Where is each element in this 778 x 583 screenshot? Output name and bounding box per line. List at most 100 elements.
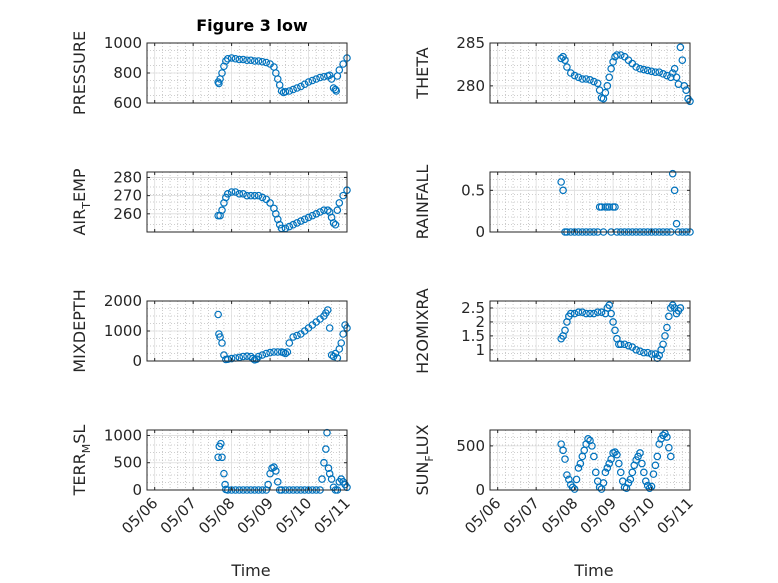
y-axis-label: THETA xyxy=(413,47,432,99)
data-point xyxy=(601,468,610,477)
y-tick-label: 2000 xyxy=(104,292,142,310)
data-point xyxy=(270,463,278,471)
data-point xyxy=(215,79,223,88)
data-point xyxy=(678,56,687,64)
data-point xyxy=(258,57,267,66)
data-point xyxy=(659,70,667,78)
data-point xyxy=(337,339,346,347)
data-point xyxy=(638,459,646,468)
chart-panel-rainfall: 0 0.5 RAINFALL xyxy=(413,165,694,241)
data-point xyxy=(320,458,328,467)
data-point xyxy=(557,178,565,186)
data-point xyxy=(557,440,565,448)
data-point xyxy=(262,58,271,67)
x-tick-label: 05/06 xyxy=(461,494,504,537)
x-tick-label: 05/09 xyxy=(234,494,277,537)
data-point xyxy=(636,347,644,356)
data-point xyxy=(649,470,658,478)
data-point xyxy=(218,453,226,462)
chart-panel-h2omixra: 11.522.5 H2OMIXRA xyxy=(413,288,691,374)
data-point xyxy=(659,431,667,440)
data-point xyxy=(258,193,267,202)
y-axis-label: H2OMIXRA xyxy=(413,288,432,374)
data-point xyxy=(670,186,679,195)
data-point xyxy=(235,190,244,198)
data-point xyxy=(289,333,297,341)
data-point xyxy=(666,73,675,82)
data-point xyxy=(607,64,615,73)
data-point xyxy=(574,308,583,316)
data-point xyxy=(651,350,660,358)
axes-box xyxy=(146,171,348,233)
data-point xyxy=(247,191,255,200)
data-point xyxy=(572,475,581,484)
data-point xyxy=(285,87,294,95)
data-point xyxy=(220,351,228,359)
data-point xyxy=(640,348,648,357)
data-point xyxy=(682,86,690,94)
chart-panel-theta: 280 285 THETA xyxy=(413,34,694,106)
y-tick-label: 2.5 xyxy=(461,299,485,317)
data-point xyxy=(566,309,575,318)
data-point xyxy=(636,449,644,457)
data-point xyxy=(568,483,577,492)
y-tick-label: 280 xyxy=(113,168,142,186)
data-point xyxy=(561,455,569,463)
data-point xyxy=(218,339,226,347)
data-point xyxy=(293,331,301,340)
data-point xyxy=(331,349,340,358)
data-point xyxy=(632,63,640,71)
data-point xyxy=(643,348,652,357)
data-point xyxy=(331,220,340,229)
data-point xyxy=(668,69,677,77)
data-point xyxy=(582,75,590,83)
data-point xyxy=(659,340,667,349)
data-point xyxy=(611,326,619,335)
data-point xyxy=(663,433,671,441)
y-axis-label: MIXDEPTH xyxy=(70,289,89,372)
data-point xyxy=(250,191,259,200)
data-point xyxy=(597,203,606,211)
data-point xyxy=(580,446,589,455)
data-point xyxy=(273,478,282,486)
data-point xyxy=(663,323,671,332)
data-point xyxy=(227,354,236,363)
data-point xyxy=(231,54,240,63)
data-point xyxy=(217,439,225,448)
x-tick-label: 05/09 xyxy=(577,494,620,537)
data-point xyxy=(254,191,263,200)
data-point xyxy=(586,76,594,84)
x-tick-label: 05/10 xyxy=(615,494,658,537)
y-tick-label: 1.5 xyxy=(461,327,485,345)
data-point xyxy=(285,222,294,231)
data-point xyxy=(582,309,590,318)
y-tick-label: 270 xyxy=(113,187,142,205)
data-point xyxy=(590,452,598,461)
data-point xyxy=(312,210,321,218)
data-point xyxy=(651,461,660,470)
data-point xyxy=(647,350,656,358)
data-point xyxy=(281,87,290,96)
data-point xyxy=(283,348,292,356)
data-point xyxy=(584,435,592,443)
data-point xyxy=(304,213,313,222)
data-point xyxy=(300,80,309,89)
data-point xyxy=(339,60,347,68)
y-axis-label: SUNFLUX xyxy=(413,424,436,495)
y-axis-label: AIRTEMP xyxy=(70,168,93,235)
y-tick-label: 1 xyxy=(475,341,485,359)
data-point xyxy=(563,471,571,479)
data-point xyxy=(628,468,637,477)
data-point xyxy=(561,326,569,335)
x-tick-label: 05/11 xyxy=(654,494,697,537)
data-point xyxy=(563,63,571,71)
y-axis-label: RAINFALL xyxy=(413,165,432,240)
data-point xyxy=(300,215,309,224)
data-point xyxy=(327,351,336,359)
data-point xyxy=(557,54,565,63)
data-point xyxy=(327,475,336,483)
data-point xyxy=(243,56,251,65)
x-tick-label: 05/07 xyxy=(157,494,200,537)
data-point xyxy=(223,355,232,364)
